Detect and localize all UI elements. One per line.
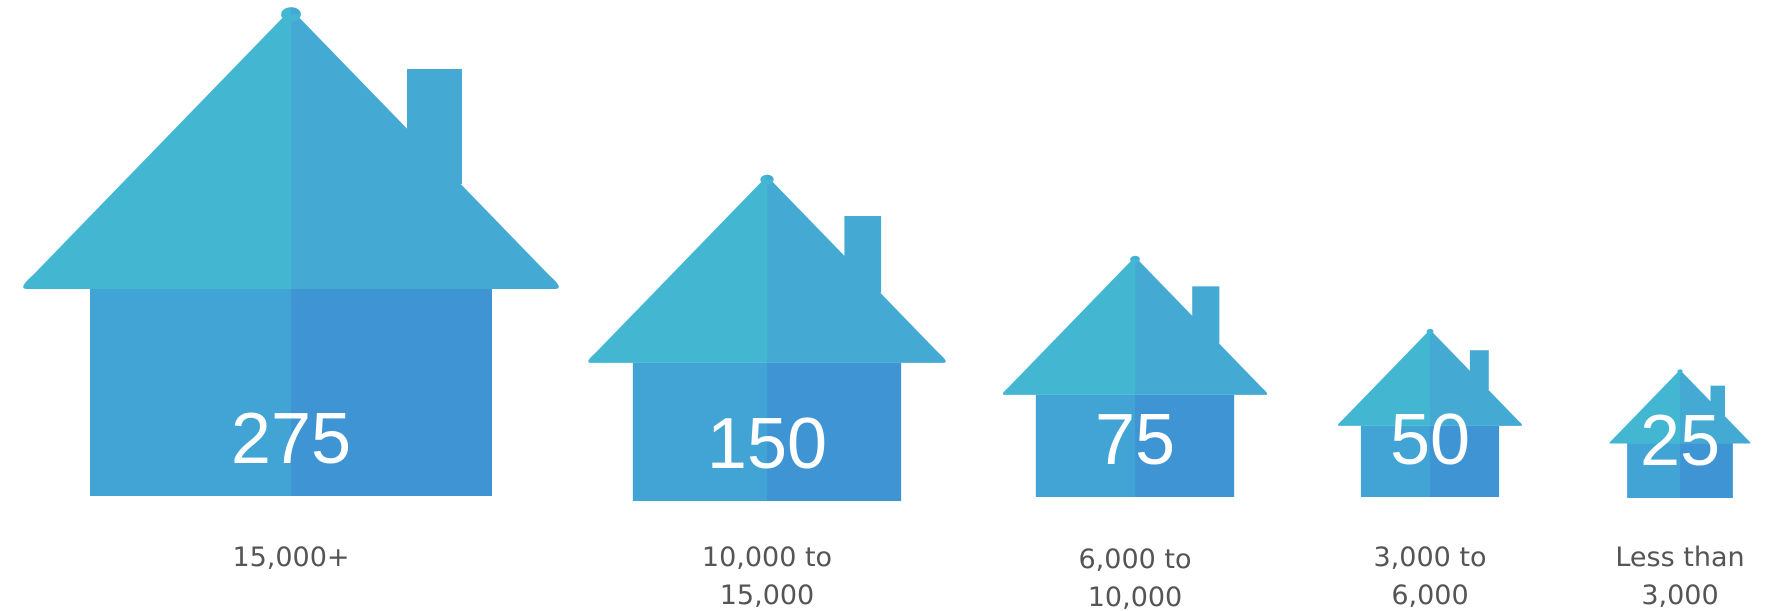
roof-left [1609, 369, 1680, 444]
category-label: 3,000 [1641, 580, 1718, 611]
roof-left [588, 175, 767, 363]
house-body-right [291, 289, 492, 496]
roof-right [1135, 256, 1268, 395]
value-label: 75 [1095, 400, 1175, 480]
category-label: 10,000 to [702, 542, 832, 573]
value-label: 275 [231, 399, 351, 479]
house-body-right [1135, 394, 1235, 497]
roof-left [23, 9, 292, 289]
roof-right [1430, 329, 1523, 426]
house-body-left [1360, 425, 1430, 497]
house-less-than-3-000: 25 Less than 3,000 [1609, 369, 1751, 611]
house-3-000-to-6-000: 50 3,000 to 6,000 [1337, 328, 1523, 611]
category-label: 3,000 to [1374, 542, 1487, 573]
roof-left [1337, 329, 1430, 426]
category-label: Less than [1615, 542, 1744, 573]
roof-apex-right [1680, 369, 1683, 372]
category-label: 10,000 [1088, 582, 1182, 611]
roof-right [767, 175, 946, 363]
house-body-left [1035, 394, 1135, 497]
value-label: 25 [1640, 401, 1720, 481]
roof-right [1680, 369, 1751, 444]
roof-left [1002, 256, 1135, 395]
house-body-right [1680, 443, 1733, 498]
roof-apex-right [1135, 255, 1140, 260]
house-body-left [1627, 443, 1680, 498]
roof-apex-right [291, 7, 301, 15]
roof-apex-right [767, 174, 774, 180]
house-body-left [632, 362, 767, 501]
house-body-right [1430, 425, 1500, 497]
roof-right [291, 9, 559, 289]
house-body-right [767, 362, 902, 501]
value-label: 150 [707, 404, 827, 484]
category-label: 6,000 [1391, 580, 1468, 611]
house-6-000-to-10-000: 75 6,000 to 10,000 [1002, 255, 1268, 611]
house-10-000-to-15-000: 150 10,000 to 15,000 [588, 174, 946, 611]
house-15-000: 275 15,000+ [23, 7, 559, 573]
category-label: 15,000+ [232, 542, 349, 573]
category-label: 6,000 to [1079, 544, 1192, 575]
value-label: 50 [1390, 400, 1470, 480]
house-body-left [90, 289, 291, 496]
category-label: 15,000 [720, 580, 814, 611]
roof-apex-right [1430, 328, 1434, 332]
